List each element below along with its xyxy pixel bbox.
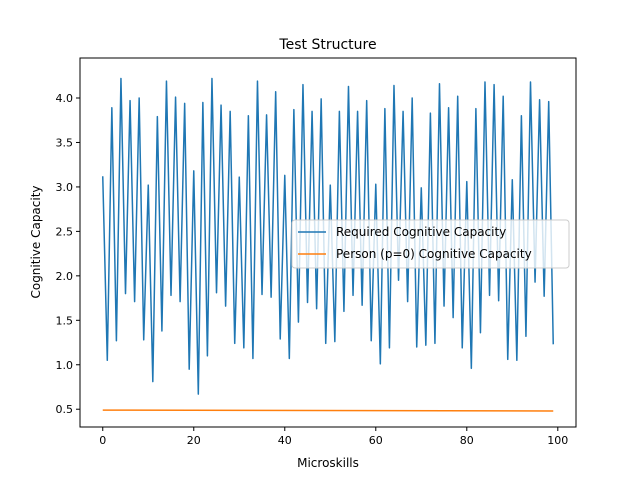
series-line-2 xyxy=(102,409,554,412)
y-axis: 0.5 1.0 1.5 2.0 2.5 3.0 3.5 4.0 xyxy=(56,92,80,416)
y-tick-label: 2.0 xyxy=(56,270,74,283)
x-axis: 0 20 40 60 80 100 xyxy=(99,427,568,447)
legend: Required Cognitive Capacity Person (p=0) … xyxy=(291,219,570,269)
legend-label: Person (p=0) Cognitive Capacity xyxy=(336,247,532,261)
y-tick-label: 2.5 xyxy=(56,225,74,238)
y-tick-label: 3.0 xyxy=(56,181,74,194)
y-tick-label: 1.0 xyxy=(56,359,74,372)
x-tick-label: 40 xyxy=(278,434,292,447)
y-tick-label: 4.0 xyxy=(56,92,74,105)
y-tick-label: 1.5 xyxy=(56,314,74,327)
x-tick-label: 80 xyxy=(460,434,474,447)
x-tick-label: 20 xyxy=(187,434,201,447)
x-tick-label: 60 xyxy=(369,434,383,447)
x-axis-label: Microskills xyxy=(297,456,359,470)
x-tick-label: 100 xyxy=(547,434,568,447)
legend-box xyxy=(291,219,570,269)
chart-title: Test Structure xyxy=(278,37,376,53)
axes-frame xyxy=(79,57,577,428)
plot-area: 0 20 40 60 80 100 0.5 1.0 1.5 2.0 2.5 3.0 3.5 4.0 xyxy=(56,57,577,447)
y-tick-label: 3.5 xyxy=(56,136,74,149)
y-axis-label: Cognitive Capacity xyxy=(29,185,43,298)
legend-label: Required Cognitive Capacity xyxy=(336,225,506,239)
y-tick-label: 0.5 xyxy=(56,403,74,416)
x-tick-label: 0 xyxy=(99,434,106,447)
